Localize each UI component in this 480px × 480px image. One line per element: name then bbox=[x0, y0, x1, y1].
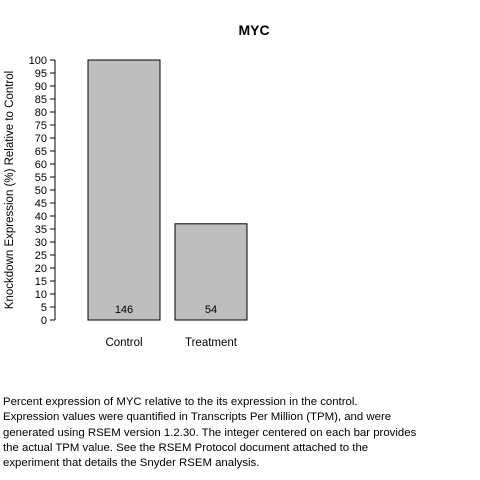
x-category-label: Treatment bbox=[185, 337, 238, 349]
caption-line: the actual TPM value. See the RSEM Proto… bbox=[3, 441, 369, 454]
y-tick-label: 75 bbox=[35, 120, 47, 132]
y-tick-label: 95 bbox=[35, 68, 47, 80]
y-axis: 0510152025303540455055606570758085909510… bbox=[29, 55, 56, 327]
y-tick-label: 50 bbox=[35, 185, 47, 197]
y-tick-label: 15 bbox=[35, 276, 47, 288]
y-tick-label: 70 bbox=[35, 133, 47, 145]
chart-title: MYC bbox=[238, 22, 269, 38]
bar-chart: MYC Knockdown Expression (%) Relative to… bbox=[4, 22, 270, 349]
y-axis-label: Knockdown Expression (%) Relative to Con… bbox=[4, 71, 16, 309]
y-tick-label: 25 bbox=[35, 250, 47, 262]
y-tick-label: 65 bbox=[35, 146, 47, 158]
caption-line: experiment that details the Snyder RSEM … bbox=[3, 457, 260, 470]
y-tick-label: 100 bbox=[29, 55, 47, 67]
x-axis-labels: Control Treatment bbox=[105, 337, 237, 349]
y-tick-label: 85 bbox=[35, 94, 47, 106]
y-tick-label: 0 bbox=[41, 315, 47, 327]
x-category-label: Control bbox=[105, 337, 142, 349]
y-tick-label: 20 bbox=[35, 263, 47, 275]
y-tick-label: 10 bbox=[35, 289, 47, 301]
y-tick-label: 45 bbox=[35, 198, 47, 210]
y-tick-label: 30 bbox=[35, 237, 47, 249]
y-tick-label: 5 bbox=[41, 302, 47, 314]
bar-value-label: 146 bbox=[115, 304, 133, 316]
y-tick-label: 55 bbox=[35, 172, 47, 184]
bar bbox=[87, 59, 161, 321]
caption-line: generated using RSEM version 1.2.30. The… bbox=[3, 426, 417, 439]
y-tick-label: 90 bbox=[35, 81, 47, 93]
y-tick-label: 40 bbox=[35, 211, 47, 223]
bar bbox=[174, 223, 248, 321]
caption-line: Expression values were quantified in Tra… bbox=[3, 411, 392, 424]
bar-value-label: 54 bbox=[205, 304, 217, 316]
caption-line: Percent expression of MYC relative to th… bbox=[3, 396, 358, 408]
bars-group: 146 54 bbox=[87, 59, 248, 321]
y-tick-label: 80 bbox=[35, 107, 47, 119]
figure-caption: Percent expression of MYC relative to th… bbox=[3, 395, 473, 471]
y-tick-label: 35 bbox=[35, 224, 47, 236]
y-tick-label: 60 bbox=[35, 159, 47, 171]
